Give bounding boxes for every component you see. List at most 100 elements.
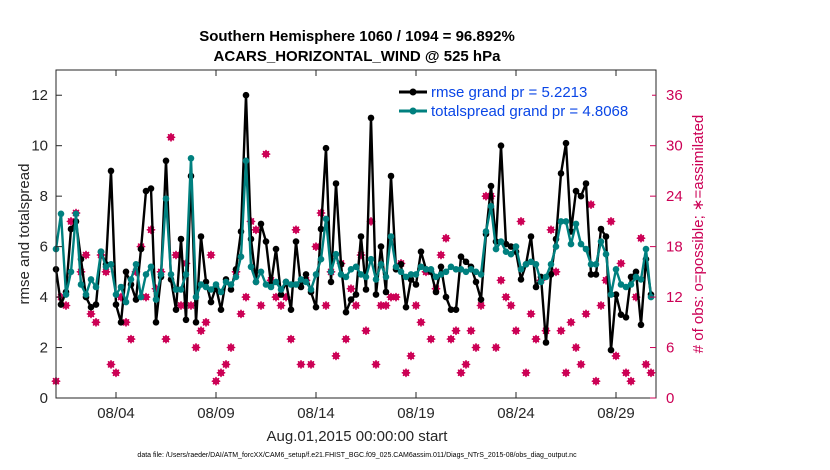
rmse-point: [362, 286, 370, 293]
obs-assimilated-marker: [236, 309, 246, 319]
rmse-point: [532, 283, 540, 291]
totalspread-point: [77, 281, 85, 288]
rmse-point: [172, 306, 180, 314]
obs-assimilated-stroke: [242, 293, 250, 301]
rmse-point: [402, 303, 410, 311]
totalspread-point: [397, 268, 405, 276]
obs-assimilated-marker: [291, 225, 301, 235]
obs-assimilated-marker: [86, 309, 96, 319]
obs-assimilated-marker: [351, 301, 361, 310]
totalspread-point: [257, 268, 265, 276]
rmse-point: [397, 261, 405, 268]
obs-assimilated-marker: [196, 326, 206, 336]
rmse-point: [632, 268, 640, 276]
obs-assimilated-marker: [176, 301, 186, 310]
rmse-point: [87, 303, 95, 311]
totalspread-point: [57, 210, 65, 218]
obs-assimilated-marker: [581, 309, 591, 319]
obs-assimilated-stroke: [492, 344, 500, 351]
obs-assimilated-marker: [511, 326, 521, 336]
totalspread-point: [137, 293, 145, 301]
totalspread-point: [357, 271, 365, 278]
obs-assimilated-stroke: [82, 251, 90, 259]
obs-assimilated-marker: [251, 225, 261, 235]
totalspread-point: [562, 218, 570, 225]
obs-assimilated-marker: [596, 301, 606, 310]
totalspread-point: [367, 255, 375, 263]
totalspread-point: [197, 281, 205, 288]
rmse-point: [57, 301, 65, 308]
obs-assimilated-marker: [576, 359, 586, 369]
rmse-point: [457, 253, 465, 260]
rmse-point: [182, 316, 190, 324]
x-tick-label: 08/19: [397, 405, 435, 422]
x-tick-label: 08/29: [597, 405, 635, 422]
totalspread-point: [97, 248, 105, 255]
obs-assimilated-stroke: [297, 360, 305, 368]
obs-assimilated-stroke: [577, 360, 585, 368]
obs-assimilated-stroke: [162, 335, 170, 343]
totalspread-point: [457, 266, 465, 273]
rmse-point: [112, 301, 120, 308]
rmse-point: [192, 319, 200, 326]
obs-assimilated-marker: [271, 292, 281, 302]
obs-assimilated-stroke: [477, 302, 485, 309]
totalspread-point: [362, 273, 370, 281]
totalspread-point: [512, 243, 520, 250]
totalspread-point: [252, 278, 260, 286]
obs-assimilated-marker: [451, 326, 461, 336]
footnote: data file: /Users/raeder/DAI/ATM_forcXX/…: [137, 452, 577, 459]
obs-assimilated-marker: [516, 217, 526, 226]
y-axis-label-right: # of obs: o=possible; ∗=assimilated: [690, 115, 707, 354]
obs-assimilated-marker: [476, 301, 486, 310]
totalspread-point: [122, 298, 130, 306]
obs-assimilated-marker: [211, 376, 221, 386]
totalspread-point: [72, 210, 80, 218]
rmse-point: [417, 248, 425, 255]
obs-assimilated-marker: [611, 351, 621, 361]
obs-assimilated-marker: [381, 301, 391, 310]
totalspread-point: [607, 291, 615, 298]
y-left-tick-label: 12: [31, 87, 48, 104]
rmse-point: [477, 296, 485, 303]
obs-assimilated-marker: [376, 301, 386, 310]
rmse-point: [612, 291, 620, 298]
rmse-point: [387, 172, 395, 180]
obs-assimilated-stroke: [207, 251, 215, 259]
obs-assimilated-stroke: [427, 335, 435, 343]
obs-assimilated-marker: [441, 233, 451, 243]
obs-assimilated-stroke: [202, 318, 210, 326]
obs-assimilated-stroke: [447, 335, 455, 343]
totalspread-point: [272, 278, 280, 286]
y-right-tick-label: 36: [666, 87, 683, 104]
totalspread-point: [352, 263, 360, 271]
y-right-tick-label: 30: [666, 138, 683, 155]
legend-box: [394, 80, 652, 128]
obs-assimilated-marker: [141, 292, 151, 302]
obs-assimilated-marker: [641, 359, 651, 369]
obs-assimilated-stroke: [482, 192, 490, 200]
totalspread-point: [467, 266, 475, 273]
rmse-point: [122, 268, 130, 276]
obs-assimilated-stroke: [417, 318, 425, 326]
obs-assimilated-stroke: [212, 377, 220, 385]
totalspread-point: [222, 278, 230, 286]
obs-assimilated-marker: [526, 309, 536, 319]
rmse-point: [442, 293, 450, 301]
obs-assimilated-marker: [531, 334, 541, 344]
totalspread-point: [82, 291, 90, 298]
totalspread-point: [542, 273, 550, 281]
obs-assimilated-stroke: [547, 226, 555, 234]
obs-assimilated-stroke: [287, 335, 295, 343]
totalspread-point: [342, 273, 350, 281]
totalspread-point: [377, 261, 385, 268]
obs-assimilated-marker: [571, 343, 581, 352]
totalspread-point: [177, 286, 185, 293]
obs-assimilated-marker: [391, 292, 401, 302]
totalspread-point: [497, 238, 505, 245]
obs-assimilated-marker: [371, 359, 381, 369]
totalspread-point: [582, 245, 590, 253]
legend-marker-rmse: [409, 88, 417, 96]
rmse-point: [317, 225, 325, 233]
